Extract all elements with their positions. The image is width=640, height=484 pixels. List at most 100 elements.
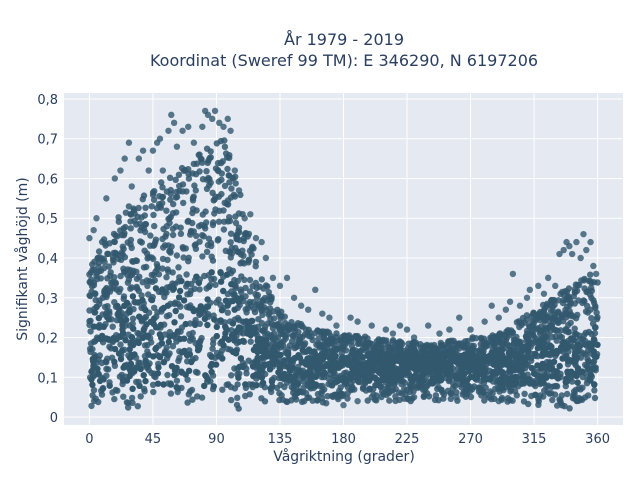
data-point — [269, 274, 277, 282]
data-point — [469, 358, 476, 366]
data-point — [211, 107, 219, 115]
data-point — [158, 179, 165, 186]
data-point — [240, 237, 247, 245]
data-point — [581, 298, 588, 305]
data-point — [571, 286, 579, 293]
data-point — [509, 270, 517, 278]
data-point — [244, 305, 252, 312]
data-point — [150, 196, 158, 203]
data-point — [176, 188, 183, 195]
data-point — [594, 341, 601, 348]
data-point — [345, 360, 352, 368]
data-point — [202, 225, 209, 232]
data-point — [286, 322, 293, 329]
data-point — [438, 386, 445, 394]
data-point — [185, 175, 193, 182]
data-point — [137, 393, 144, 400]
data-point — [229, 297, 237, 305]
data-point — [497, 377, 504, 384]
data-point — [568, 335, 575, 342]
data-point — [577, 254, 584, 262]
data-point — [148, 203, 155, 210]
data-point — [170, 119, 178, 127]
data-point — [252, 290, 259, 298]
data-point — [446, 326, 453, 333]
data-point — [123, 399, 131, 406]
data-point — [118, 371, 126, 379]
data-point — [246, 247, 254, 255]
data-point — [127, 360, 135, 367]
data-point — [566, 242, 573, 250]
data-point — [190, 307, 197, 315]
data-point — [213, 332, 220, 340]
data-point — [167, 390, 175, 397]
data-point — [128, 271, 136, 278]
data-point — [386, 397, 393, 404]
data-point — [325, 341, 333, 348]
data-point — [590, 336, 598, 343]
data-point — [185, 170, 192, 178]
data-point — [485, 394, 493, 401]
data-point — [124, 279, 132, 286]
data-point — [498, 340, 506, 347]
data-point — [216, 119, 223, 127]
data-point — [139, 334, 147, 341]
data-point — [109, 253, 117, 261]
data-point — [493, 334, 500, 341]
data-point — [193, 273, 200, 280]
data-point — [258, 395, 265, 402]
data-point — [139, 316, 146, 324]
data-point — [133, 275, 141, 282]
y-tick-label: 0,2 — [37, 332, 58, 347]
data-point — [480, 348, 487, 355]
data-point — [159, 286, 166, 293]
data-point — [295, 338, 302, 346]
data-point — [105, 316, 113, 323]
data-point — [234, 277, 242, 285]
data-point — [328, 392, 335, 400]
data-point — [95, 370, 102, 377]
data-point — [387, 352, 394, 360]
data-point — [155, 364, 162, 371]
data-point — [208, 269, 215, 276]
data-point — [247, 332, 254, 339]
data-point — [119, 347, 126, 354]
data-point — [274, 306, 281, 313]
data-point — [232, 350, 240, 357]
data-point — [389, 338, 397, 345]
y-tick-label: 0,5 — [37, 212, 58, 227]
data-point — [506, 367, 513, 375]
data-point — [176, 354, 183, 362]
data-point — [224, 115, 231, 123]
data-point — [131, 368, 138, 375]
data-point — [142, 306, 149, 314]
data-point — [90, 282, 98, 289]
data-point — [126, 266, 134, 274]
data-point — [500, 331, 508, 338]
data-point — [252, 360, 259, 367]
data-point — [202, 372, 209, 379]
data-point — [373, 392, 380, 399]
data-point — [401, 347, 408, 354]
data-point — [100, 264, 108, 272]
data-point — [521, 390, 528, 397]
data-point — [158, 334, 165, 342]
data-point — [523, 327, 531, 335]
data-point — [91, 353, 99, 361]
data-point — [220, 287, 227, 295]
data-point — [217, 301, 224, 309]
data-point — [152, 285, 160, 292]
data-point — [234, 381, 241, 388]
data-point — [297, 388, 305, 396]
data-point — [173, 364, 180, 372]
data-point — [218, 190, 225, 198]
data-point — [182, 320, 189, 328]
data-point — [151, 222, 158, 230]
data-point — [199, 176, 207, 183]
data-point — [227, 127, 234, 134]
data-point — [167, 381, 174, 388]
data-point — [169, 231, 177, 239]
data-point — [208, 360, 216, 368]
data-point — [262, 254, 270, 262]
